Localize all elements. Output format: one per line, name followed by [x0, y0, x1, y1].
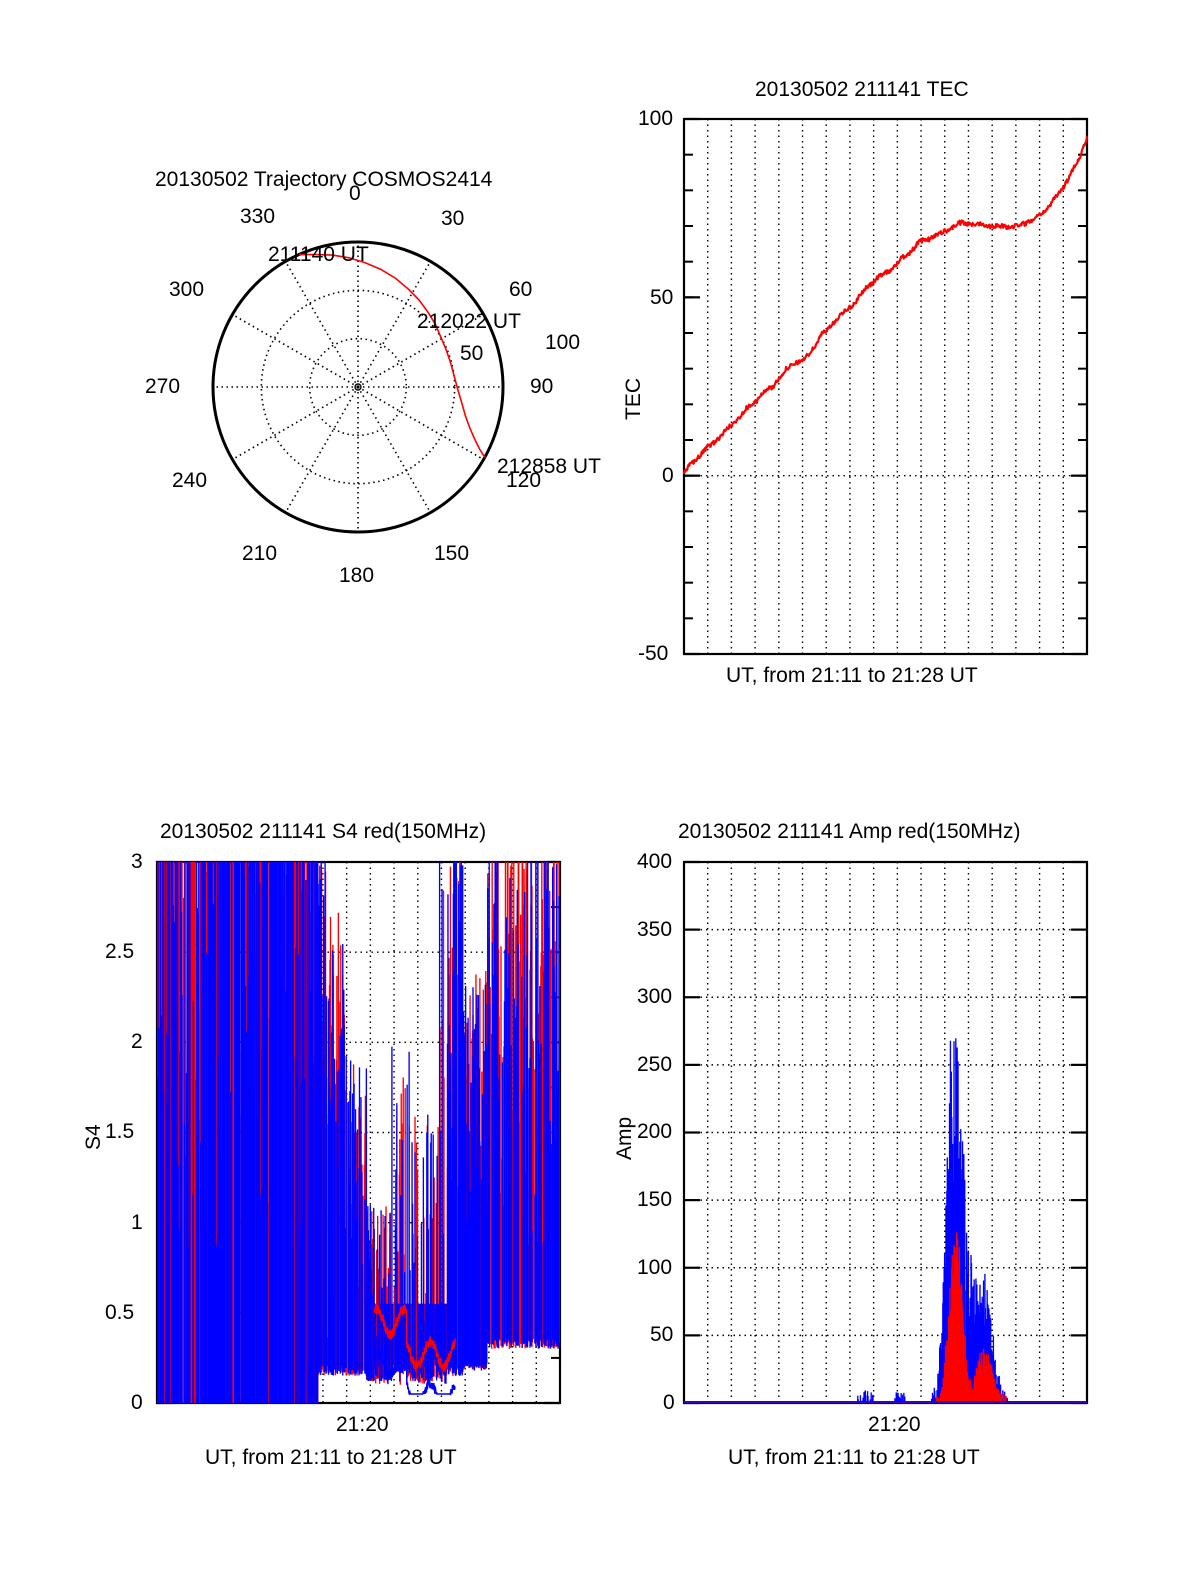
amp-plot [682, 860, 1089, 1405]
amp-y-axis-label: Amp [613, 1116, 636, 1160]
s4-ytick-2: 2 [131, 1030, 143, 1053]
s4-title: 20130502 211141 S4 red(150MHz) [160, 820, 487, 843]
amp-ytick-200: 200 [637, 1120, 673, 1143]
tec-ytick-50: 50 [650, 286, 674, 309]
tec-ytick-0: 0 [662, 464, 674, 487]
amp-ytick-400: 400 [637, 850, 673, 873]
amp-ytick-50: 50 [650, 1323, 674, 1346]
amp-ytick-350: 350 [637, 918, 673, 941]
s4-ytick-0p5: 0.5 [105, 1301, 135, 1324]
radial-label-50: 50 [460, 342, 484, 365]
azimuth-label-240: 240 [172, 469, 208, 492]
trajectory-title: 20130502 Trajectory COSMOS2414 [155, 168, 493, 191]
s4-ytick-2p5: 2.5 [105, 940, 135, 963]
tec-y-axis-label: TEC [622, 378, 645, 420]
trajectory-panel: 20130502 Trajectory COSMOS2414 0 30 60 9… [0, 0, 601, 620]
amp-ytick-150: 150 [637, 1188, 673, 1211]
trajectory-annotation-start: 211140 UT [268, 243, 369, 266]
amp-ytick-100: 100 [637, 1256, 673, 1279]
azimuth-label-30: 30 [441, 207, 465, 230]
azimuth-label-300: 300 [169, 278, 205, 301]
s4-ytick-3: 3 [131, 850, 143, 873]
s4-ytick-1: 1 [131, 1211, 143, 1234]
tec-title: 20130502 211141 TEC [755, 78, 969, 101]
amp-title: 20130502 211141 Amp red(150MHz) [678, 820, 1021, 843]
azimuth-label-210: 210 [242, 542, 278, 565]
s4-y-axis-label: S4 [82, 1124, 105, 1150]
amp-xtick-2120: 21:20 [868, 1413, 921, 1436]
s4-xtick-2120: 21:20 [336, 1413, 389, 1436]
s4-ytick-1p5: 1.5 [105, 1120, 135, 1143]
amp-panel: 20130502 211141 Amp red(150MHz) 400 350 … [600, 760, 1200, 1575]
azimuth-label-270: 270 [145, 375, 181, 398]
s4-x-axis-label: UT, from 21:11 to 21:28 UT [205, 1446, 457, 1469]
azimuth-label-330: 330 [240, 205, 276, 228]
azimuth-label-60: 60 [509, 278, 533, 301]
s4-ytick-0: 0 [131, 1391, 143, 1414]
trajectory-polar-plot [211, 240, 505, 534]
tec-panel: 20130502 211141 TEC 100 50 0 -50 TEC UT,… [600, 0, 1200, 700]
tec-plot [682, 117, 1089, 656]
trajectory-annotation-end: 212858 UT [497, 455, 601, 478]
s4-plot [155, 860, 562, 1405]
amp-x-axis-label: UT, from 21:11 to 21:28 UT [728, 1446, 980, 1469]
azimuth-label-90: 90 [530, 375, 554, 398]
amp-ytick-0: 0 [663, 1391, 675, 1414]
amp-ytick-300: 300 [637, 985, 673, 1008]
azimuth-label-0: 0 [349, 182, 361, 205]
amp-ytick-250: 250 [637, 1053, 673, 1076]
tec-ytick-100: 100 [638, 107, 674, 130]
s4-panel: 20130502 211141 S4 red(150MHz) 3 2.5 2 1… [0, 760, 600, 1575]
azimuth-label-150: 150 [434, 542, 470, 565]
azimuth-label-180: 180 [339, 564, 375, 587]
azimuth-label-120: 120 [506, 469, 542, 492]
tec-x-axis-label: UT, from 21:11 to 21:28 UT [726, 664, 978, 687]
trajectory-annotation-mid: 212022 UT [417, 310, 521, 333]
tec-ytick--50: -50 [638, 642, 669, 665]
radial-label-100: 100 [545, 331, 581, 354]
